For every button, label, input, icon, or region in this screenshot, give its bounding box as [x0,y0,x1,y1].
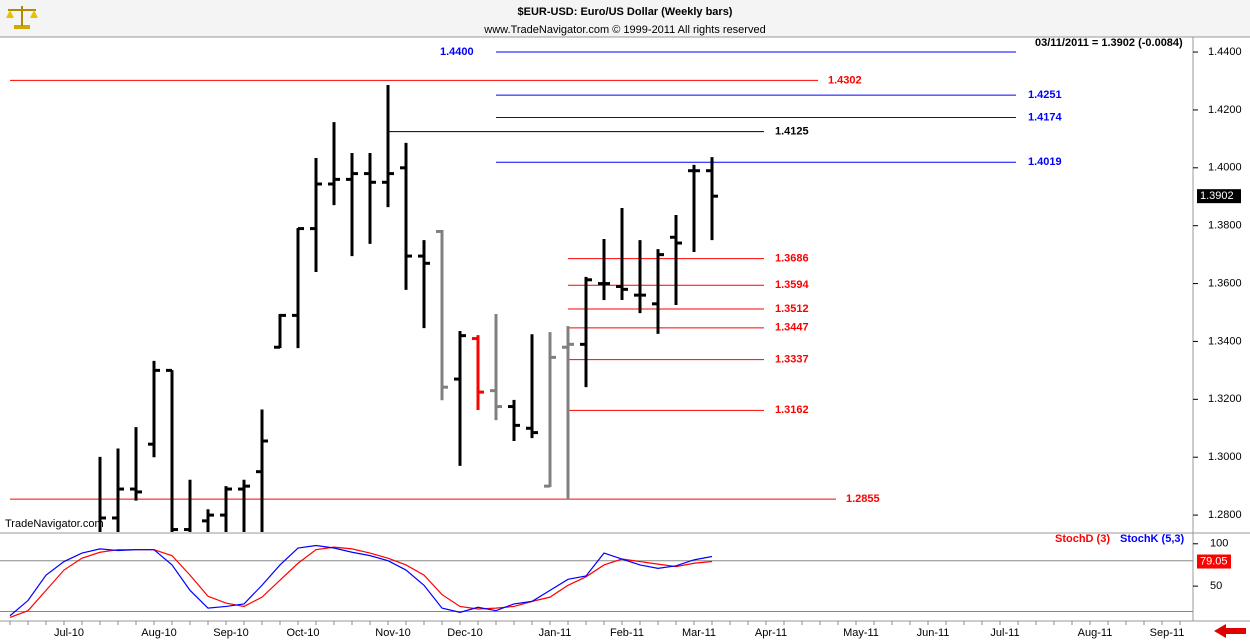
x-tick-label: Jul-11 [990,627,1019,639]
level-label: 1.3162 [775,404,809,416]
x-tick-label: Aug-10 [141,627,176,639]
x-tick-label: Dec-10 [447,627,482,639]
x-tick-label: Jul-10 [54,627,84,639]
x-tick-label: Jan-11 [539,627,572,639]
last-price-box [1197,189,1241,204]
watermark: TradeNavigator.com [5,518,104,530]
y-tick-label: 1.3800 [1208,220,1242,232]
level-label: 1.3447 [775,322,809,334]
level-label: 1.3686 [775,253,809,265]
level-label: 1.3512 [775,303,809,315]
level-label: 1.4302 [828,74,862,86]
price-plot [10,51,1016,532]
level-label: 1.4400 [440,46,474,58]
level-label: 1.4019 [1028,156,1062,168]
y-tick-label: 1.3600 [1208,277,1242,289]
x-tick-label: May-11 [843,627,879,639]
header [0,0,1250,37]
y-tick-label: 1.3400 [1208,335,1242,347]
x-tick-label: Aug-11 [1078,627,1113,639]
last-price-label: 1.3902 [1200,190,1234,202]
level-label: 1.3337 [775,354,809,366]
y-tick-label: 50 [1210,580,1222,592]
x-tick-label: Feb-11 [610,627,644,639]
x-tick-label: Sep-11 [1150,627,1185,639]
y-tick-label: 1.4400 [1208,46,1242,58]
y-tick-label: 1.3200 [1208,393,1242,405]
x-tick-label: Mar-11 [682,627,716,639]
y-tick-label: 100 [1210,538,1228,550]
chart-title: $EUR-USD: Euro/US Dollar (Weekly bars) [518,6,733,18]
level-label: 1.4125 [775,126,809,138]
x-tick-label: Oct-10 [286,627,319,639]
stoch-plot [0,544,1193,619]
level-label: 1.3594 [775,279,810,291]
x-tick-label: Nov-10 [375,627,410,639]
x-tick-label: Jun-11 [917,627,950,639]
last-value-box [1197,554,1231,569]
stoch-line [9,544,713,617]
y-tick-label: 1.4000 [1208,162,1242,174]
y-tick-label: 1.2800 [1208,509,1242,521]
scroll-arrow[interactable] [1214,624,1246,638]
logo-icon [6,6,38,29]
chart-subtitle: www.TradeNavigator.com © 1999-2011 All r… [483,24,765,36]
quote-label: 03/11/2011 = 1.3902 (-0.0084) [1035,37,1183,49]
level-label: 1.2855 [846,493,880,505]
x-tick-label: Apr-11 [755,627,787,639]
y-tick-label: 1.4200 [1208,104,1242,116]
legend-label: StochD (3) [1055,533,1110,545]
level-label: 1.4251 [1028,89,1062,101]
level-label: 1.4174 [1028,111,1063,123]
last-value-label: 79.05 [1200,555,1228,567]
legend-label: StochK (5,3) [1120,533,1185,545]
y-tick-label: 1.3000 [1208,451,1242,463]
x-tick-label: Sep-10 [213,627,248,639]
